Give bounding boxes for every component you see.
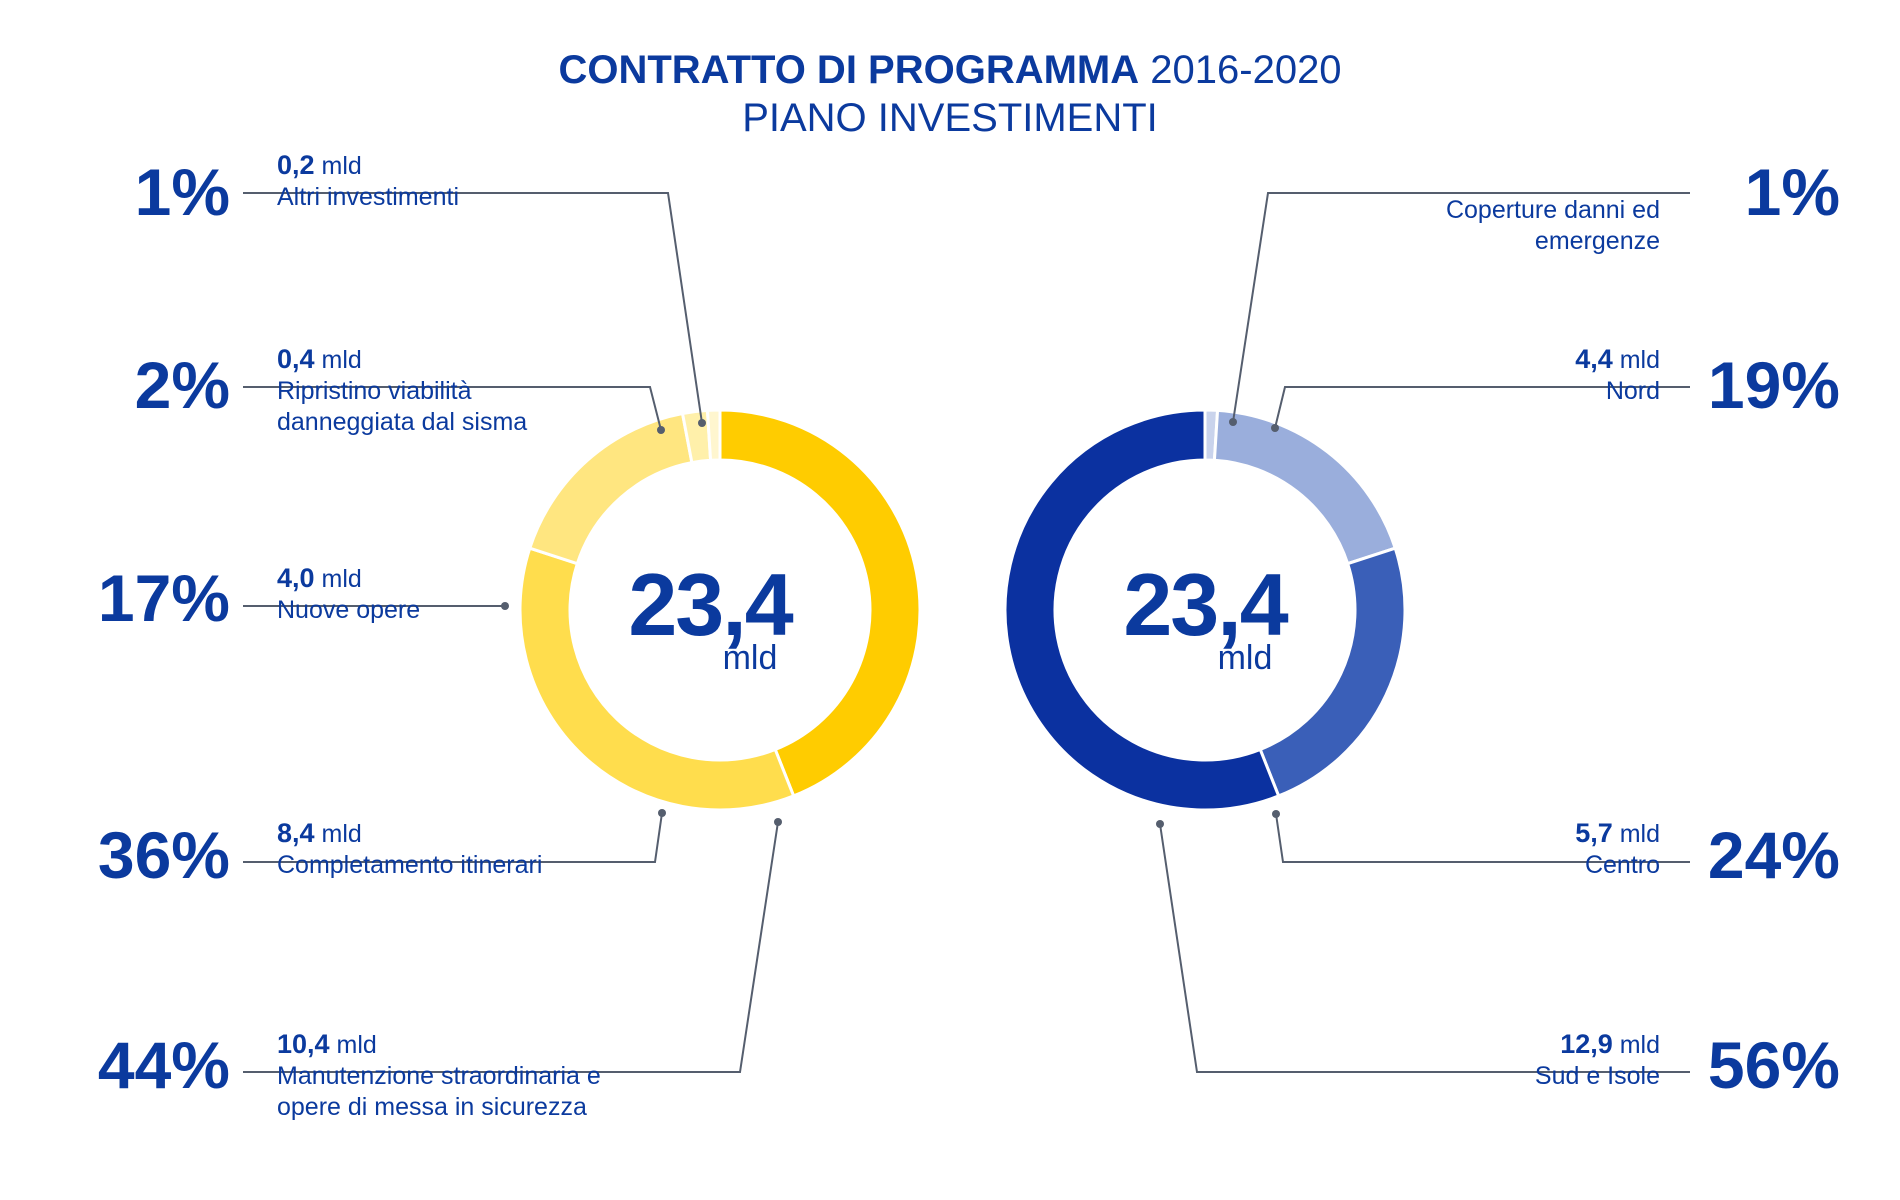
leader-centro: [1275, 813, 1690, 863]
leader-ripristino: [243, 386, 662, 431]
amount-sud-isole: 12,9: [1560, 1029, 1613, 1059]
pct-manutenzione: 44%: [97, 1028, 230, 1102]
leader-sud-isole-dot: [1156, 820, 1164, 828]
center-value-right: 23,4: [1123, 555, 1288, 654]
amount-ripristino: 0,4: [277, 344, 315, 374]
leader-nord-dot: [1271, 424, 1279, 432]
unit-nord: mld: [1619, 346, 1660, 374]
label-sud-isole: 12,9 mld Sud e Isole: [1280, 1029, 1660, 1092]
unit-centro: mld: [1619, 820, 1660, 848]
leader-manutenzione: [243, 821, 779, 1073]
center-total-left: 23,4 mld: [560, 560, 860, 686]
pct-coperture: 1%: [1744, 155, 1840, 229]
chart-subtitle: PIANO INVESTIMENTI: [742, 96, 1158, 140]
amount-centro: 5,7: [1575, 818, 1613, 848]
leader-coperture: [1232, 192, 1690, 423]
right-slice-sud-e-isole: [1003, 408, 1281, 812]
label-altri-investimenti: 0,2 mld Altri investimenti: [277, 150, 637, 213]
center-unit-left: mld: [722, 639, 778, 677]
pct-centro: 24%: [1707, 818, 1840, 892]
label-completamento: 8,4 mld Completamento itinerari: [277, 818, 637, 881]
name-sud-isole: Sud e Isole: [1534, 1062, 1660, 1090]
amount-nuove-opere: 4,0: [277, 563, 315, 593]
unit-sud-isole: mld: [1619, 1031, 1660, 1059]
amount-completamento: 8,4: [277, 818, 315, 848]
label-centro: 5,7 mld Centro: [1280, 818, 1660, 881]
label-nuove-opere: 4,0 mld Nuove opere: [277, 563, 637, 626]
left-slice-completamento-itinerari: [518, 546, 796, 812]
amount-nord: 4,4: [1575, 344, 1613, 374]
name-coperture: Coperture danni ed emergenze: [1445, 196, 1660, 255]
name-nuove-opere: Nuove opere: [277, 596, 421, 624]
unit-nuove-opere: mld: [321, 565, 362, 593]
leader-nuove-opere-dot: [501, 602, 509, 610]
label-manutenzione: 10,4 mld Manutenzione straordinaria e op…: [277, 1029, 617, 1123]
leader-sud-isole: [1159, 823, 1690, 1073]
unit-altri-investimenti: mld: [321, 152, 362, 180]
amount-manutenzione: 10,4: [277, 1029, 330, 1059]
leader-coperture-dot: [1229, 418, 1237, 426]
name-altri-investimenti: Altri investimenti: [277, 183, 459, 211]
name-manutenzione: Manutenzione straordinaria e opere di me…: [277, 1062, 601, 1121]
center-total-right: 23,4 mld: [1055, 560, 1355, 686]
left-slice-manutenzione-straordinaria-e-opere-di-messa-in-sicurezza: [718, 408, 922, 798]
leader-manutenzione-dot: [774, 818, 782, 826]
label-nord: 4,4 mld Nord: [1280, 344, 1660, 407]
title-bold: CONTRATTO DI PROGRAMMA: [558, 48, 1140, 92]
name-centro: Centro: [1584, 851, 1660, 879]
chart-title: CONTRATTO DI PROGRAMMA 2016-2020 PIANO I…: [0, 46, 1900, 142]
title-years: 2016-2020: [1150, 48, 1342, 92]
pct-nuove-opere: 17%: [97, 561, 230, 635]
pct-completamento: 36%: [97, 818, 230, 892]
right-slice-nord: [1212, 408, 1398, 566]
leader-ripristino-dot: [657, 426, 665, 434]
pct-ripristino: 2%: [134, 348, 230, 422]
unit-manutenzione: mld: [336, 1031, 377, 1059]
leader-centro-dot: [1272, 810, 1280, 818]
center-unit-right: mld: [1217, 639, 1273, 677]
left-slice-altri-investimenti: [705, 408, 722, 462]
name-ripristino: Ripristino viabilità danneggiata dal sis…: [277, 377, 528, 436]
unit-ripristino: mld: [321, 346, 362, 374]
leader-completamento-dot: [658, 809, 666, 817]
leader-altri-investimenti: [243, 192, 703, 424]
pct-altri-investimenti: 1%: [134, 155, 230, 229]
label-coperture: Coperture danni ed emergenze: [1430, 195, 1660, 257]
amount-altri-investimenti: 0,2: [277, 150, 315, 180]
unit-completamento: mld: [321, 820, 362, 848]
pct-nord: 19%: [1707, 348, 1840, 422]
label-ripristino: 0,4 mld Ripristino viabilità danneggiata…: [277, 344, 567, 438]
pct-sud-isole: 56%: [1707, 1028, 1840, 1102]
leader-completamento: [243, 812, 663, 863]
center-value-left: 23,4: [628, 555, 793, 654]
leader-nord: [1274, 386, 1690, 429]
leader-altri-investimenti-dot: [698, 419, 706, 427]
name-completamento: Completamento itinerari: [277, 851, 543, 879]
name-nord: Nord: [1605, 377, 1660, 405]
